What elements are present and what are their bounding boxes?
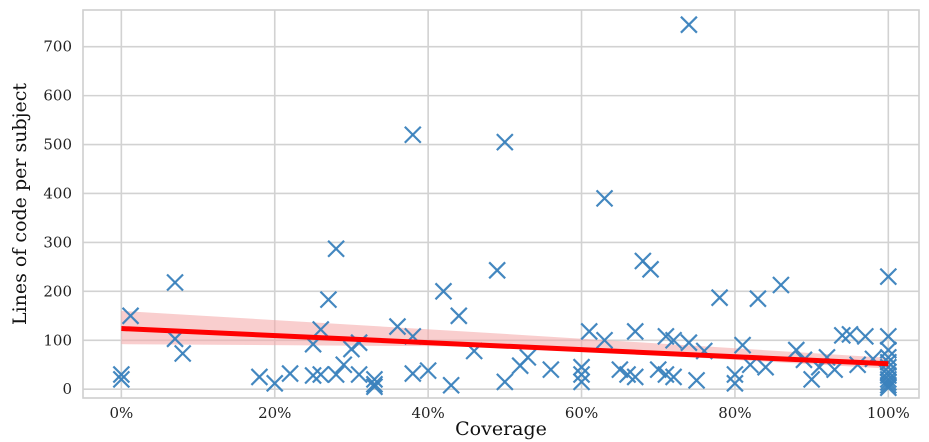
data-point bbox=[726, 365, 744, 384]
data-point bbox=[802, 370, 821, 389]
data-point bbox=[365, 377, 384, 396]
y-tick-label: 100 bbox=[43, 331, 72, 349]
y-tick-label: 700 bbox=[43, 38, 72, 56]
data-point bbox=[250, 368, 269, 386]
y-tick-label: 300 bbox=[43, 233, 72, 251]
data-point bbox=[442, 376, 460, 395]
data-point bbox=[112, 370, 131, 389]
data-point bbox=[434, 282, 453, 301]
data-point bbox=[649, 360, 668, 379]
data-point bbox=[572, 365, 591, 384]
data-point bbox=[319, 290, 338, 309]
x-tick-label: 0% bbox=[109, 404, 133, 422]
x-tick-label: 80% bbox=[718, 404, 751, 422]
data-point bbox=[687, 371, 706, 390]
data-point bbox=[879, 373, 898, 392]
data-point bbox=[833, 326, 852, 345]
data-point bbox=[365, 375, 384, 394]
y-tick-label: 600 bbox=[43, 87, 72, 105]
data-point bbox=[304, 366, 322, 385]
data-point bbox=[879, 378, 898, 397]
x-tick-label: 40% bbox=[411, 404, 444, 422]
data-point bbox=[365, 370, 384, 389]
x-tick-label: 60% bbox=[565, 404, 598, 422]
x-tick-label: 100% bbox=[867, 404, 910, 422]
data-point bbox=[733, 336, 752, 354]
data-points bbox=[112, 15, 898, 397]
data-point bbox=[488, 261, 506, 280]
data-point bbox=[542, 360, 560, 379]
data-point bbox=[496, 373, 514, 391]
data-point bbox=[350, 365, 368, 384]
y-tick-label: 500 bbox=[43, 136, 72, 154]
data-point bbox=[166, 273, 184, 292]
data-point bbox=[572, 358, 591, 376]
data-point bbox=[825, 360, 844, 379]
data-point bbox=[327, 239, 345, 258]
data-point bbox=[519, 348, 537, 367]
data-point bbox=[680, 333, 698, 352]
data-point bbox=[641, 260, 660, 279]
x-tick-label: 20% bbox=[258, 404, 291, 422]
data-point bbox=[841, 325, 859, 344]
regression-line bbox=[121, 326, 889, 367]
data-point bbox=[595, 331, 614, 350]
data-point bbox=[772, 276, 790, 294]
data-point bbox=[710, 288, 729, 307]
data-point bbox=[496, 133, 514, 151]
plot-frame bbox=[82, 9, 920, 399]
y-tick-label: 400 bbox=[43, 184, 72, 202]
data-point bbox=[664, 368, 683, 386]
y-tick-label: 0 bbox=[62, 380, 72, 398]
data-point bbox=[787, 341, 806, 359]
data-point bbox=[879, 370, 898, 389]
data-point bbox=[879, 267, 898, 286]
data-point bbox=[404, 125, 422, 144]
data-point bbox=[334, 355, 353, 374]
data-point bbox=[281, 364, 299, 383]
data-point bbox=[419, 361, 437, 380]
data-point bbox=[112, 365, 131, 384]
data-point bbox=[756, 358, 775, 376]
data-point bbox=[626, 322, 644, 341]
grid-lines bbox=[83, 10, 919, 398]
data-point bbox=[404, 364, 422, 383]
data-point bbox=[879, 376, 898, 395]
y-tick-label: 200 bbox=[43, 282, 72, 300]
data-point bbox=[327, 365, 345, 384]
y-axis-title: Lines of code per subject bbox=[9, 83, 31, 325]
data-point bbox=[121, 307, 140, 325]
data-point bbox=[572, 373, 591, 391]
data-point bbox=[856, 327, 875, 346]
data-point bbox=[388, 317, 407, 336]
data-point bbox=[311, 320, 330, 339]
data-point bbox=[879, 341, 898, 359]
data-point bbox=[580, 322, 598, 341]
data-point bbox=[611, 360, 629, 379]
data-point bbox=[749, 289, 767, 308]
x-axis-title: Coverage bbox=[455, 418, 547, 440]
data-point bbox=[664, 331, 683, 350]
data-point bbox=[265, 374, 284, 393]
data-point bbox=[726, 374, 744, 393]
x-tick-labels: 0% 20% 40% 60% 80% 100% bbox=[109, 404, 909, 422]
data-point bbox=[626, 368, 644, 386]
data-point bbox=[879, 327, 898, 346]
data-point bbox=[595, 189, 614, 208]
y-tick-labels: 0 100 200 300 400 500 600 700 bbox=[43, 38, 72, 398]
data-point bbox=[450, 307, 468, 325]
data-point bbox=[173, 344, 192, 363]
data-point bbox=[311, 365, 330, 384]
data-point bbox=[680, 15, 698, 34]
